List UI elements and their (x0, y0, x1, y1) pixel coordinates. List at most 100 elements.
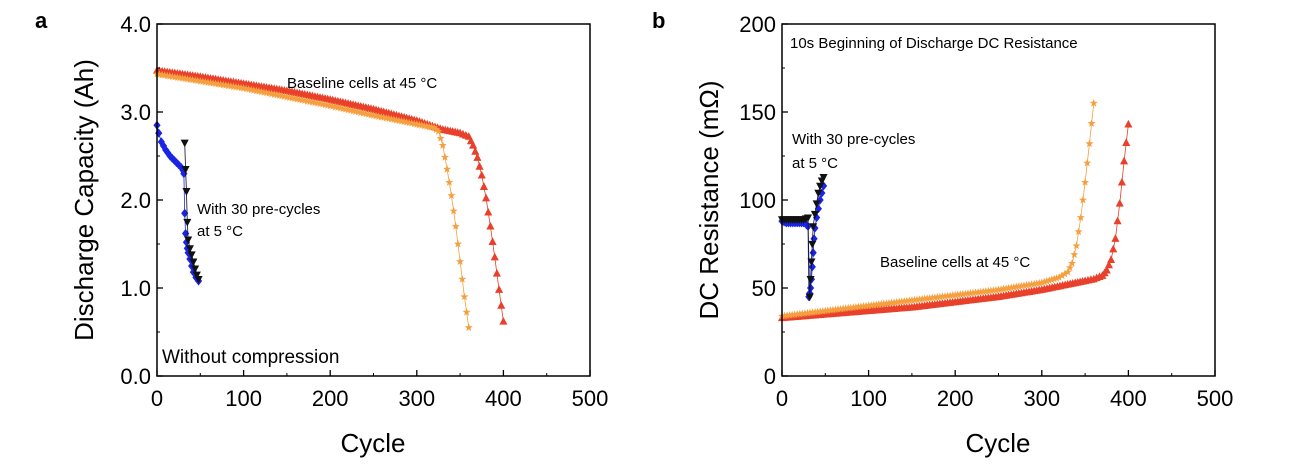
data-point-a-1-112 (436, 134, 445, 142)
data-point-a-0-128 (477, 170, 486, 179)
data-point-b-1-9 (800, 309, 809, 317)
data-point-b-1-15 (816, 307, 825, 315)
data-point-b-1-26 (844, 303, 853, 312)
data-point-b-1-97 (1025, 280, 1034, 289)
panel-a-ticks: 0 100 200 300 400 500 0.0 1.0 2.0 3.0 4.0 (120, 12, 608, 411)
data-point-b-1-51 (907, 296, 916, 304)
data-point-a-0-127 (475, 162, 484, 170)
data-point-b-1-107 (1050, 274, 1059, 283)
data-point-b-3-15 (807, 258, 816, 267)
data-point-b-1-19 (826, 306, 835, 314)
x-tick-label-b-0: 0 (776, 386, 788, 411)
data-point-b-1-72 (961, 289, 970, 298)
data-point-a-3-6 (187, 251, 196, 260)
data-point-b-1-37 (872, 300, 881, 309)
panel-b-ticks: 0 100 200 300 400 500 0 50 100 150 200 (739, 12, 1233, 411)
y-tick-label-a-2: 2.0 (120, 188, 151, 213)
data-point-a-1-110 (432, 125, 441, 133)
data-point-a-1-123 (460, 292, 469, 301)
data-point-b-1-65 (943, 291, 952, 300)
panel-a-discharge-capacity: a 0 100 200 300 400 500 0.0 1.0 2.0 3.0 4.0 Baseli… (35, 8, 608, 458)
annotation-precycles-b: With 30 pre-cycles (792, 131, 915, 148)
data-point-a-3-5 (185, 245, 194, 253)
data-point-b-1-79 (979, 287, 988, 296)
data-point-b-1-83 (989, 286, 998, 294)
data-point-b-1-93 (1014, 282, 1023, 290)
data-point-b-1-1 (780, 311, 789, 320)
data-point-b-1-6 (793, 310, 802, 318)
annotation-baseline-cells-b: Baseline cells at 45 °C (880, 254, 1030, 271)
x-tick-label-b-2: 200 (937, 386, 974, 411)
data-point-b-2-21 (813, 213, 821, 223)
data-point-b-1-54 (915, 295, 924, 303)
data-point-b-1-50 (905, 296, 914, 305)
data-point-b-1-112 (1063, 267, 1072, 276)
data-point-b-1-28 (849, 303, 858, 311)
series-b-3 (777, 173, 828, 302)
data-point-b-1-41 (882, 299, 891, 307)
x-axis-title-b: Cycle (965, 428, 1030, 458)
data-point-b-0-132 (1113, 216, 1122, 225)
data-point-b-1-122 (1085, 139, 1094, 148)
series-a-3 (180, 139, 203, 284)
data-point-b-1-106 (1047, 275, 1056, 284)
data-point-b-1-2 (783, 311, 792, 319)
data-point-a-2-14 (181, 208, 189, 218)
data-point-b-1-45 (892, 297, 901, 306)
data-point-a-3-3 (183, 218, 192, 227)
data-point-a-1-111 (434, 127, 443, 135)
data-point-b-0-129 (1107, 255, 1116, 263)
y-tick-label-b-3: 150 (739, 100, 776, 125)
data-point-b-1-34 (864, 301, 873, 309)
data-point-a-1-120 (453, 239, 462, 248)
series-b-0 (777, 119, 1133, 322)
data-point-b-1-66 (946, 291, 955, 300)
data-point-b-1-38 (874, 300, 883, 308)
data-point-b-1-18 (823, 306, 832, 314)
data-point-a-1-124 (462, 308, 471, 316)
data-point-a-0-124 (469, 140, 478, 149)
x-tick-label-b-3: 300 (1023, 386, 1060, 411)
panel-label-a: a (35, 8, 48, 33)
data-point-b-0-136 (1122, 138, 1131, 146)
data-point-b-1-58 (925, 293, 934, 302)
panel-label-b: b (652, 8, 665, 33)
data-point-b-1-99 (1030, 279, 1039, 288)
data-point-b-1-62 (935, 292, 944, 301)
data-point-b-1-71 (958, 289, 967, 298)
data-point-b-1-124 (1089, 99, 1098, 107)
data-point-b-1-52 (910, 295, 919, 304)
data-point-b-1-39 (877, 299, 886, 308)
data-point-b-1-24 (839, 304, 848, 313)
data-point-a-0-137 (497, 301, 506, 309)
y-axis-title-b: DC Resistance (mΩ) (694, 80, 724, 319)
y-tick-label-b-0: 0 (764, 364, 776, 389)
y-tick-label-a-4: 4.0 (120, 12, 151, 37)
data-point-a-0-125 (471, 147, 480, 155)
data-point-b-1-96 (1022, 281, 1031, 289)
data-point-b-1-20 (828, 305, 837, 314)
data-point-b-1-12 (808, 308, 817, 316)
data-point-a-1-119 (451, 222, 460, 230)
data-point-b-1-84 (991, 285, 1000, 294)
data-point-b-0-133 (1115, 199, 1124, 207)
data-point-b-0-131 (1111, 234, 1120, 242)
data-point-b-1-67 (948, 291, 957, 299)
data-point-a-3-9 (192, 271, 201, 280)
data-point-b-1-73 (963, 289, 972, 297)
data-point-b-1-61 (933, 293, 942, 301)
data-point-b-1-27 (846, 303, 855, 312)
data-point-b-1-7 (795, 309, 804, 318)
data-point-a-1-121 (456, 257, 465, 265)
y-tick-label-b-1: 50 (752, 276, 776, 301)
data-point-a-0-132 (486, 221, 495, 230)
data-point-a-1-122 (458, 275, 467, 283)
data-point-b-1-119 (1078, 195, 1087, 204)
data-point-b-1-78 (976, 287, 985, 296)
data-point-b-1-3 (785, 311, 794, 319)
data-point-a-3-1 (181, 166, 190, 174)
data-point-b-1-113 (1065, 263, 1074, 272)
data-point-a-1-125 (464, 323, 473, 331)
data-point-b-1-56 (920, 294, 929, 303)
data-point-b-1-76 (971, 288, 980, 296)
